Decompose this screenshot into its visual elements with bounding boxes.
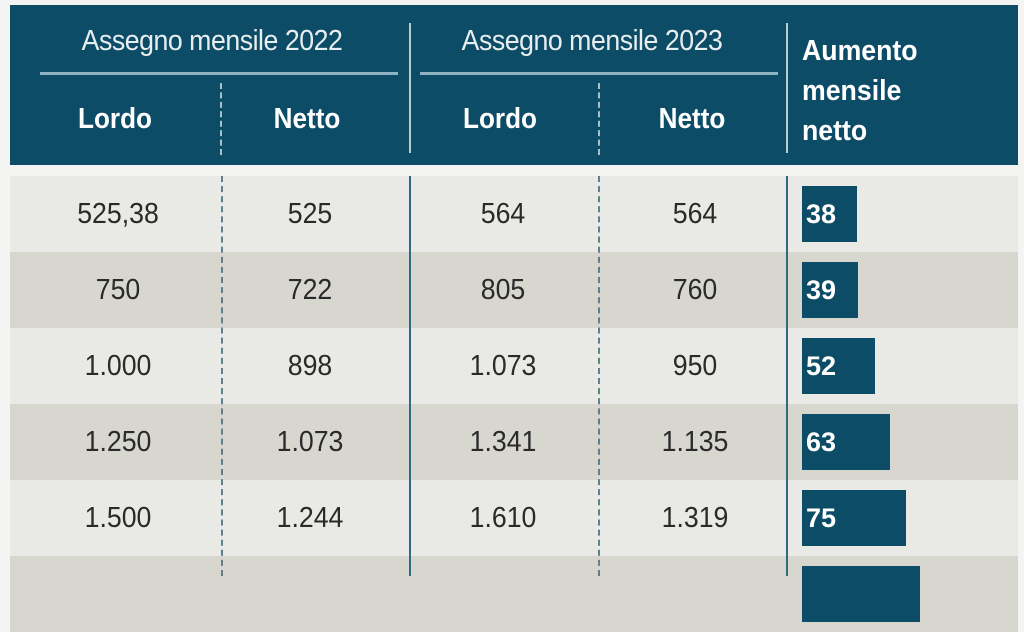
table-row: 1.000 898 1.073 950 52	[10, 328, 1018, 404]
increase-bar: 38	[802, 186, 857, 242]
header-divider	[220, 83, 222, 155]
header-netto-2022: Netto	[273, 103, 341, 135]
header-aumento-line3: netto	[802, 115, 868, 147]
table-row	[10, 556, 1018, 632]
column-divider	[786, 176, 788, 576]
cell-lordo-2023: 1.073	[469, 350, 537, 382]
increase-bar: 75	[802, 490, 906, 546]
header-divider	[409, 23, 411, 153]
cell-netto-2023: 564	[672, 198, 718, 230]
cell-lordo-2022: 1.000	[84, 350, 152, 382]
cell-netto-2022: 1.244	[276, 502, 344, 534]
cell-netto-2023: 760	[672, 274, 718, 306]
group-2023-title: Assegno mensile 2023	[461, 25, 723, 57]
header-lordo-2022: Lordo	[78, 103, 152, 135]
cell-netto-2023: 950	[672, 350, 718, 382]
cell-lordo-2022: 525,38	[77, 198, 159, 230]
header-divider	[786, 23, 788, 153]
cell-netto-2022: 898	[287, 350, 333, 382]
cell-lordo-2023: 1.341	[469, 426, 537, 458]
cell-lordo-2023: 564	[480, 198, 526, 230]
table-row: 525,38 525 564 564 38	[10, 176, 1018, 252]
increase-bar: 39	[802, 262, 858, 318]
table-row: 1.500 1.244 1.610 1.319 75	[10, 480, 1018, 556]
cell-lordo-2022: 1.250	[84, 426, 152, 458]
header-lordo-2023: Lordo	[463, 103, 537, 135]
header-divider	[598, 83, 600, 155]
column-divider	[221, 176, 223, 576]
increase-bar: 63	[802, 414, 890, 470]
group-2022-underline	[40, 72, 398, 75]
cell-netto-2022: 1.073	[276, 426, 344, 458]
column-divider	[409, 176, 411, 576]
cell-netto-2023: 1.319	[661, 502, 729, 534]
table-header: Assegno mensile 2022 Assegno mensile 202…	[10, 5, 1018, 165]
table-row: 750 722 805 760 39	[10, 252, 1018, 328]
group-2022-title: Assegno mensile 2022	[81, 25, 343, 57]
header-netto-2023: Netto	[658, 103, 726, 135]
increase-bar	[802, 566, 921, 622]
cell-lordo-2023: 1.610	[469, 502, 537, 534]
cell-lordo-2022: 1.500	[84, 502, 152, 534]
header-aumento-line1: Aumento	[802, 35, 918, 67]
column-divider	[598, 176, 600, 576]
cell-netto-2022: 525	[287, 198, 333, 230]
cell-lordo-2023: 805	[480, 274, 526, 306]
cell-lordo-2022: 750	[95, 274, 141, 306]
cell-netto-2022: 722	[287, 274, 333, 306]
cell-netto-2023: 1.135	[661, 426, 729, 458]
table-row: 1.250 1.073 1.341 1.135 63	[10, 404, 1018, 480]
increase-bar: 52	[802, 338, 876, 394]
group-2023-underline	[420, 72, 778, 75]
header-aumento-line2: mensile	[802, 75, 902, 107]
header-aumento: Aumento mensile netto	[802, 31, 986, 151]
